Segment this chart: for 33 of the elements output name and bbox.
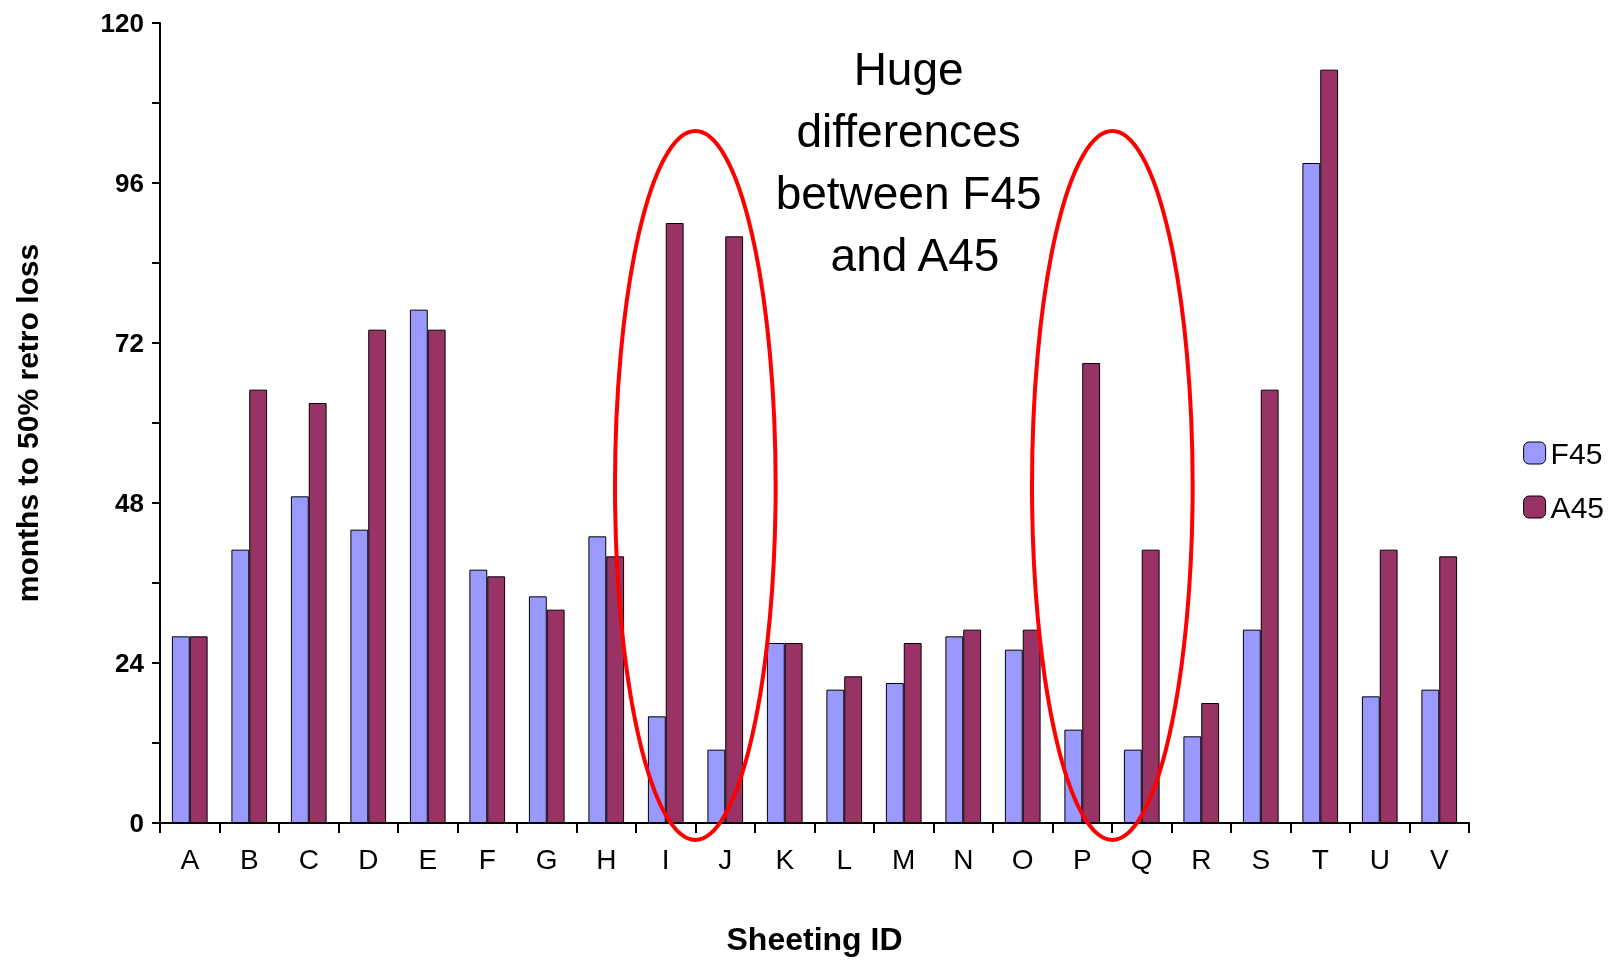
x-tick-label: K xyxy=(775,843,795,875)
x-tick-label: B xyxy=(239,843,259,875)
x-tick-label: R xyxy=(1191,843,1212,875)
y-tick-label: 48 xyxy=(115,488,144,518)
legend-label: F45 xyxy=(1550,436,1603,470)
x-tick-label: Q xyxy=(1130,843,1153,875)
y-tick-label: 72 xyxy=(115,328,144,358)
y-tick-label: 120 xyxy=(100,8,144,38)
y-axis-title: months to 50% retro loss xyxy=(10,243,44,603)
y-tick-label: 0 xyxy=(129,808,144,838)
y-tick-label: 24 xyxy=(115,648,145,678)
x-tick-label: A xyxy=(180,843,200,875)
x-tick-label: F xyxy=(478,843,496,875)
x-axis-title: Sheeting ID xyxy=(726,921,903,957)
x-tick-label: V xyxy=(1429,843,1449,875)
x-tick-label: G xyxy=(535,843,558,875)
x-tick-label: O xyxy=(1011,843,1034,875)
y-tick-label: 96 xyxy=(115,168,144,198)
legend-label: A45 xyxy=(1550,490,1605,524)
x-tick-label: H xyxy=(596,843,617,875)
x-tick-label: J xyxy=(718,843,733,875)
x-tick-label: N xyxy=(953,843,974,875)
x-tick-label: L xyxy=(836,843,853,875)
x-tick-label: S xyxy=(1251,843,1271,875)
x-tick-label: I xyxy=(661,843,670,875)
annotation: Huge differences between F45 and A45 xyxy=(775,43,1055,281)
x-tick-label: P xyxy=(1072,843,1092,875)
x-tick-label: M xyxy=(892,843,916,875)
x-tick-label: C xyxy=(298,843,319,875)
x-tick-label: T xyxy=(1311,843,1329,875)
x-tick-label: U xyxy=(1369,843,1390,875)
x-tick-label: E xyxy=(418,843,438,875)
x-tick-label: D xyxy=(358,843,379,875)
